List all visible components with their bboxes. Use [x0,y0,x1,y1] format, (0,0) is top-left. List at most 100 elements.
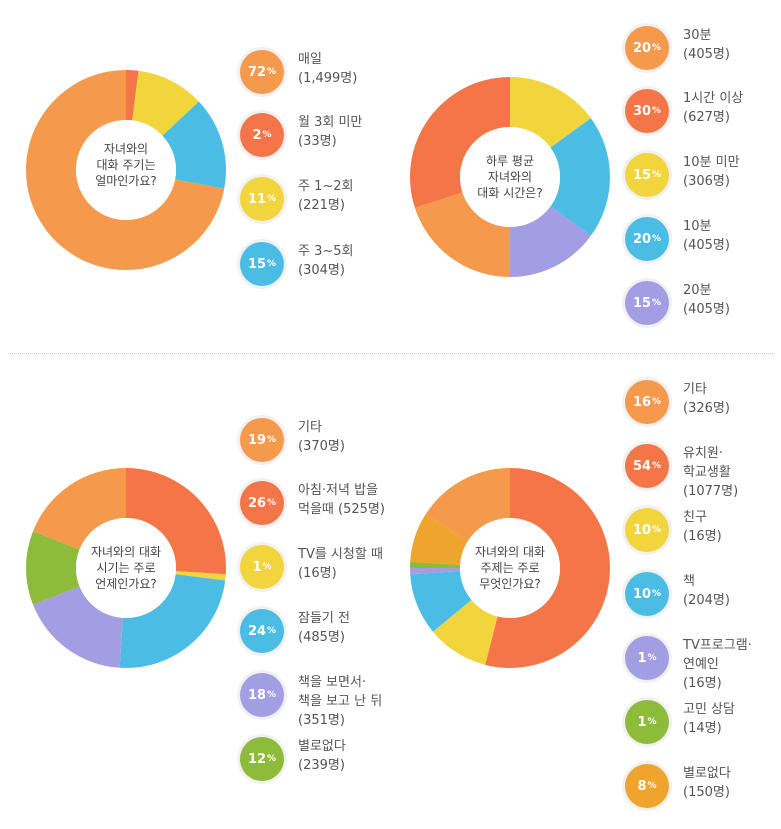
chart-1-slice-4 [162,101,226,189]
percent-sign: % [652,106,662,116]
chart-3-slice-3 [175,571,226,581]
percent-badge: 15% [625,281,669,325]
legend-label: 30분 (405명) [683,28,730,62]
percent-sign: % [267,194,277,204]
percent-value: 1 [637,650,647,666]
percent-value: 1 [637,714,647,730]
percent-value: 18 [247,687,267,703]
chart-3-hole [76,518,176,618]
percent-badge: 54% [625,444,669,488]
legend-label: 별로없다 (239명) [298,739,346,773]
legend-label: TV를 시청할 때 (16명) [298,547,383,581]
percent-badge: 20% [625,217,669,261]
legend-label: 20분 (405명) [683,283,730,317]
percent-sign: % [267,754,277,764]
legend-label: 잠들기 전 (485명) [298,611,350,645]
chart-3-slice-4 [119,574,226,668]
chart-4-slice-4 [410,571,472,632]
percent-badge: 12% [240,737,284,781]
percent-badge: 26% [240,481,284,525]
chart-4-slice-3 [432,599,498,665]
percent-badge: 15% [240,242,284,286]
percent-value: 20 [632,40,652,56]
percent-badge: 1% [625,636,669,680]
chart-2-slice-3 [510,77,591,148]
legend-label: 1시간 이상 (627명) [683,91,744,125]
legend-label: 친구 (16명) [683,510,722,544]
chart-1-center-text: 자녀와의 대화 주기는 얼마인가요? [95,142,157,188]
percent-value: 11 [247,191,267,207]
percent-sign: % [647,653,657,663]
percent-sign: % [267,67,277,77]
legend-label: 기타 (370명) [298,420,345,454]
legend-label: 책을 보면서· 책을 보고 난 뒤 (351명) [298,675,383,728]
chart-1-hole [76,120,176,220]
percent-sign: % [652,43,662,53]
percent-sign: % [267,259,277,269]
percent-badge: 19% [240,418,284,462]
legend-label: 월 3회 미만 (33명) [298,115,363,149]
chart-4-slice-1 [425,468,510,542]
chart-3-slice-2 [126,468,226,575]
percent-value: 72 [247,64,267,80]
chart-1-slice-2 [126,70,139,121]
chart-4-hole [460,518,560,618]
percent-badge: 2% [240,113,284,157]
percent-value: 10 [632,586,652,602]
percent-value: 12 [247,751,267,767]
percent-value: 15 [247,256,267,272]
legend-label: 주 3~5회 (304명) [298,244,354,278]
legend-label: 10분 미만 (306명) [683,155,740,189]
chart-1-slice-1 [25,70,225,270]
percent-value: 26 [247,495,267,511]
chart-3-center-text: 자녀와의 대화 시기는 주로 언제인가요? [90,545,162,591]
percent-value: 24 [247,623,267,639]
chart-3-slice-6 [26,531,80,605]
chart-4-center-text: 자녀와의 대화 주제는 주로 무엇인가요? [474,545,546,591]
percent-sign: % [652,298,662,308]
legend-label: TV프로그램· 연예인 (16명) [683,638,752,691]
legend-label: 주 1~2회 (221명) [298,179,354,213]
percent-sign: % [267,435,277,445]
legend-label: 책 (204명) [683,574,730,608]
percent-sign: % [652,397,662,407]
chart-2-slice-2 [409,77,510,208]
percent-sign: % [652,234,662,244]
percent-badge: 10% [625,572,669,616]
percent-value: 30 [632,103,652,119]
chart-2-slice-5 [510,206,591,277]
percent-value: 19 [247,432,267,448]
percent-badge: 1% [625,700,669,744]
chart-2-center-text: 하루 평균 자녀와의 대화 시간은? [477,154,543,200]
percent-badge: 11% [240,177,284,221]
percent-sign: % [262,562,272,572]
legend-label: 매일 (1,499명) [298,52,358,86]
percent-value: 54 [632,458,652,474]
chart-2-slice-1 [414,192,510,277]
legend-label: 고민 상담 (14명) [683,702,735,736]
percent-sign: % [267,690,277,700]
chart-2-hole [460,127,560,227]
percent-badge: 30% [625,89,669,133]
chart-4-slice-5 [410,568,461,575]
legend-label: 기타 (326명) [683,382,730,416]
percent-sign: % [267,498,277,508]
percent-badge: 16% [625,380,669,424]
percent-badge: 24% [240,609,284,653]
chart-1-slice-3 [132,70,199,136]
percent-value: 2 [252,127,262,143]
percent-badge: 20% [625,26,669,70]
chart-4-slice-2 [485,468,610,668]
chart-4-slice-6 [410,561,461,568]
section-divider [8,353,773,354]
percent-value: 8 [637,778,647,794]
percent-sign: % [267,626,277,636]
chart-4-slice-7 [410,514,468,565]
percent-value: 10 [632,522,652,538]
percent-sign: % [262,130,272,140]
percent-badge: 18% [240,673,284,717]
legend-label: 10분 (405명) [683,219,730,253]
percent-value: 16 [632,394,652,410]
percent-sign: % [652,589,662,599]
chart-3-slice-1 [33,468,126,550]
